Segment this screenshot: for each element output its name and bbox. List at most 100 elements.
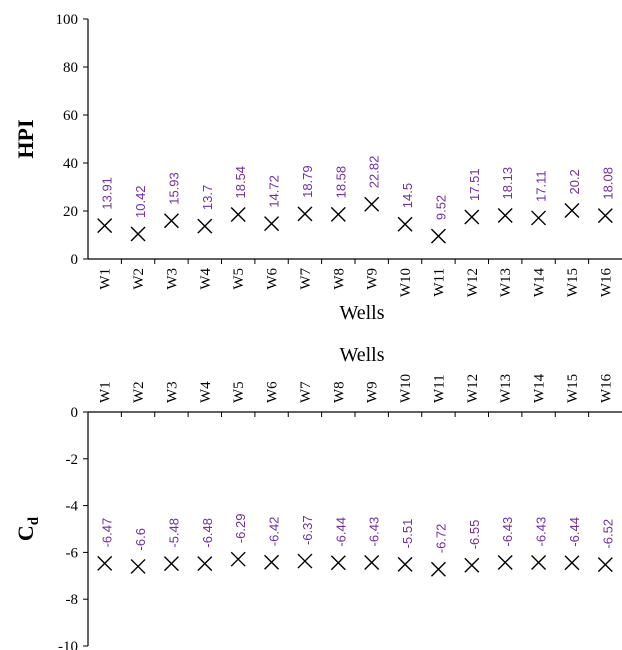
cd-data-label-w7: -6.37 xyxy=(300,515,315,545)
cd-point-w2 xyxy=(130,558,146,574)
cd-y-tick-label: -6 xyxy=(66,545,79,561)
cd-point-w1 xyxy=(97,555,113,571)
hpi-point-w5 xyxy=(230,207,246,222)
cd-point-w15 xyxy=(564,555,580,571)
hpi-x-tick-label-w10: W10 xyxy=(398,268,414,297)
hpi-y-tick-label: 20 xyxy=(63,204,78,220)
cd-point-w14 xyxy=(531,554,547,570)
cd-x-tick-label-w7: W7 xyxy=(298,381,314,403)
cd-points xyxy=(97,551,613,577)
cd-data-label-w9: -6.43 xyxy=(367,517,382,547)
hpi-point-w12 xyxy=(464,209,480,225)
hpi-data-label-w12: 17.51 xyxy=(467,168,482,201)
cd-x-tick-label-w16: W16 xyxy=(598,373,614,403)
cd-data-label-w15: -6.44 xyxy=(567,517,582,547)
hpi-y-ticks: 0 20 40 60 80 100 xyxy=(56,12,88,268)
hpi-data-label-w10: 14.5 xyxy=(400,183,415,208)
hpi-data-label-w16: 18.08 xyxy=(600,167,615,200)
cd-point-w3 xyxy=(163,556,179,572)
cd-data-label-w3: -5.48 xyxy=(166,518,181,548)
cd-data-label-w5: -6.29 xyxy=(233,514,248,544)
hpi-data-label-w2: 10.42 xyxy=(133,185,148,218)
cd-point-w16 xyxy=(597,557,613,573)
cd-data-labels: -6.47 -6.6 -5.48 -6.48 -6.29 -6.42 -6.37 -6.44 -… xyxy=(100,514,616,554)
hpi-data-label-w15: 20.2 xyxy=(567,169,582,194)
hpi-point-w14 xyxy=(531,210,547,226)
cd-y-tick-label: -8 xyxy=(66,592,79,608)
cd-data-label-w11: -6.72 xyxy=(433,524,448,554)
cd-data-label-w4: -6.48 xyxy=(200,518,215,548)
cd-x-tick-label-w4: W4 xyxy=(198,381,214,403)
cd-point-w7 xyxy=(297,553,313,569)
hpi-point-w11 xyxy=(430,228,446,244)
hpi-y-tick-label: 60 xyxy=(63,108,78,124)
hpi-x-tick-label-w4: W4 xyxy=(198,268,214,290)
hpi-point-w15 xyxy=(564,203,580,219)
cd-data-label-w6: -6.42 xyxy=(267,517,282,547)
cd-y-axis-title-sub: d xyxy=(26,516,42,525)
cd-point-w4 xyxy=(197,556,213,572)
hpi-x-tick-label-w1: W1 xyxy=(98,268,114,290)
cd-x-tick-label-w11: W11 xyxy=(431,374,447,403)
cd-y-tick-label: -2 xyxy=(66,452,79,468)
cd-x-tick-label-w2: W2 xyxy=(131,381,147,403)
cd-point-w10 xyxy=(397,556,413,572)
cd-data-label-w2: -6.6 xyxy=(133,528,148,550)
hpi-x-tick-label-w15: W15 xyxy=(565,268,581,297)
hpi-x-tick-label-w8: W8 xyxy=(331,268,347,290)
cd-y-tick-label: -10 xyxy=(58,639,78,650)
hpi-x-tick-label-w3: W3 xyxy=(164,268,180,290)
cd-y-axis-title-main: C xyxy=(13,525,38,541)
hpi-data-label-w9: 22.82 xyxy=(367,156,382,189)
hpi-y-tick-label: 40 xyxy=(63,156,78,172)
hpi-points xyxy=(97,196,613,244)
hpi-data-label-w4: 13.7 xyxy=(200,185,215,210)
cd-data-label-w14: -6.43 xyxy=(534,517,549,547)
cd-chart: 0 -2 -4 -6 -8 -10 W1 W2 W3 W4 W5 W6 W7 W8 W9 W10 W11 W12… xyxy=(13,344,622,650)
cd-point-w11 xyxy=(430,561,446,577)
cd-x-tick-label-w13: W13 xyxy=(498,374,514,403)
cd-y-axis-title: Cd xyxy=(13,516,42,541)
cd-point-w9 xyxy=(364,554,380,570)
hpi-data-label-w3: 15.93 xyxy=(166,172,181,205)
hpi-x-tick-label-w13: W13 xyxy=(498,268,514,297)
hpi-y-axis-title: HPI xyxy=(13,119,38,158)
hpi-x-tick-label-w7: W7 xyxy=(298,268,314,290)
hpi-chart: 0 20 40 60 80 100 W1 W2 W3 W4 W5 W6 W7 W8 W9 W10 W11 W12… xyxy=(13,12,622,324)
cd-x-tick-label-w12: W12 xyxy=(465,374,481,403)
cd-data-label-w16: -6.52 xyxy=(600,519,615,549)
hpi-point-w1 xyxy=(97,218,113,234)
hpi-point-w4 xyxy=(197,218,213,234)
hpi-point-w7 xyxy=(297,206,313,222)
hpi-point-w9 xyxy=(364,196,380,212)
hpi-y-tick-label: 80 xyxy=(63,60,78,76)
hpi-data-label-w5: 18.54 xyxy=(233,166,248,199)
hpi-x-tick-label-w5: W5 xyxy=(231,268,247,290)
hpi-data-label-w7: 18.79 xyxy=(300,165,315,198)
hpi-data-labels: 13.91 10.42 15.93 13.7 18.54 14.72 18.79 18.58 2… xyxy=(100,156,616,220)
hpi-point-w6 xyxy=(264,216,280,232)
cd-data-label-w13: -6.43 xyxy=(500,517,515,547)
cd-data-label-w10: -5.51 xyxy=(400,519,415,549)
hpi-x-tick-label-w11: W11 xyxy=(431,268,447,297)
hpi-point-w10 xyxy=(397,216,413,232)
cd-data-label-w1: -6.47 xyxy=(100,518,115,548)
cd-y-tick-label: -4 xyxy=(66,499,79,515)
cd-point-w13 xyxy=(497,554,513,570)
cd-x-tick-label-w15: W15 xyxy=(565,374,581,403)
cd-x-tick-label-w3: W3 xyxy=(164,381,180,403)
hpi-y-tick-label: 100 xyxy=(56,12,79,28)
hpi-data-label-w1: 13.91 xyxy=(100,177,115,210)
hpi-point-w3 xyxy=(163,213,179,229)
svg-text:Cd: Cd xyxy=(13,516,42,541)
cd-x-ticks: W1 W2 W3 W4 W5 W6 W7 W8 W9 W10 W11 W12 W13 W14 W15 W16 xyxy=(98,373,614,417)
hpi-point-w13 xyxy=(497,207,513,223)
hpi-x-tick-label-w14: W14 xyxy=(532,268,548,298)
cd-data-label-w12: -6.55 xyxy=(467,520,482,550)
cd-point-w5 xyxy=(230,551,246,567)
hpi-data-label-w14: 17.11 xyxy=(534,170,549,202)
hpi-data-label-w13: 18.13 xyxy=(500,167,515,200)
hpi-data-label-w11: 9.52 xyxy=(433,195,448,220)
hpi-data-label-w8: 18.58 xyxy=(333,166,348,199)
